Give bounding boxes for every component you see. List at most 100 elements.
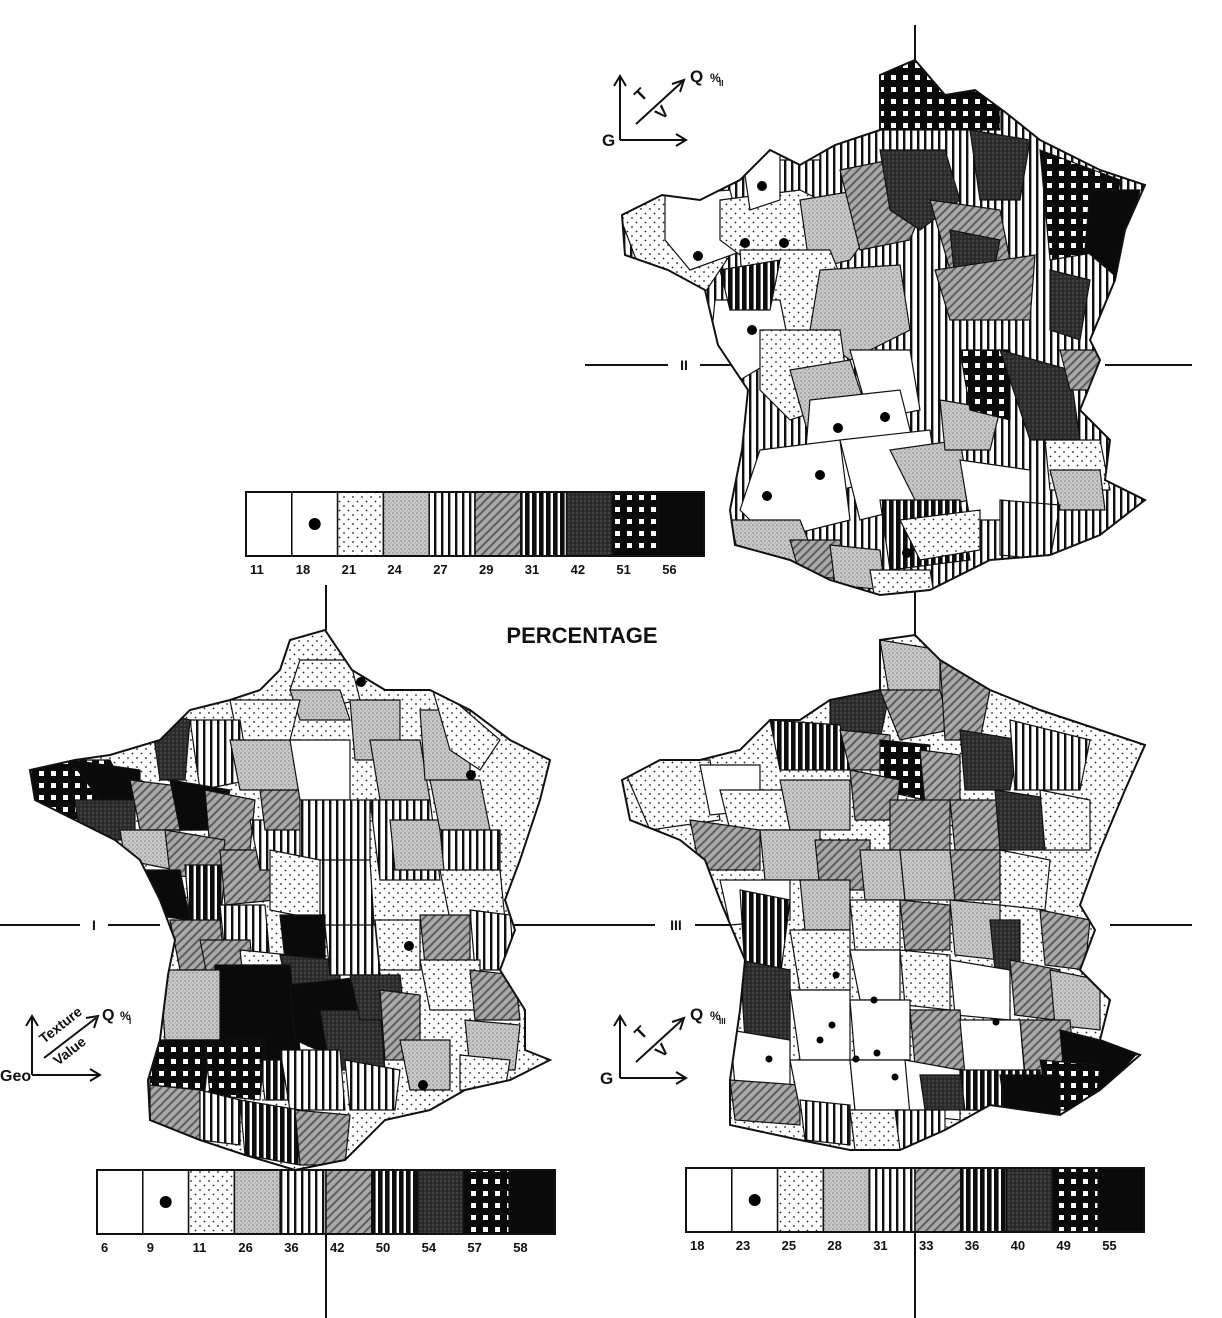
legend-value-label: 51 [616, 562, 630, 577]
dot-symbol [693, 251, 703, 261]
legend-swatch-solid-black [508, 1169, 556, 1235]
legend-value-label: 18 [690, 1238, 704, 1253]
legend-dot-symbol [159, 1196, 172, 1208]
legend-swatch-fine-dots [187, 1169, 236, 1235]
legend-swatch-heavy-vertical [960, 1167, 1008, 1233]
legend-swatch-light-stipple [822, 1167, 870, 1233]
dot-symbol [873, 1049, 881, 1057]
dot-symbol [466, 770, 476, 780]
dot-symbol [762, 491, 772, 501]
legend-swatch-blank [685, 1167, 733, 1233]
legend-value-label: 57 [467, 1240, 481, 1255]
key-ii-v: V [651, 101, 673, 123]
legend-swatch-diagonal-hatch [325, 1169, 373, 1235]
legend-frame [96, 1169, 556, 1235]
key-ii-g: G [602, 131, 615, 150]
legend-value-label: 55 [1102, 1238, 1116, 1253]
legend-swatch-diagonal-hatch [914, 1167, 962, 1233]
legend-value-label: 29 [479, 562, 493, 577]
legend-swatch-diagonal-hatch [474, 491, 522, 557]
dot-symbol [815, 470, 825, 480]
dot-symbol [418, 1080, 428, 1090]
key-iii-v: V [651, 1039, 673, 1061]
figure-title: PERCENTAGE [506, 623, 657, 648]
legend-value-label: 56 [662, 562, 676, 577]
legend-value-label: 26 [238, 1240, 252, 1255]
legend-swatch-fine-dots [336, 491, 385, 557]
key-ii: G T V Q % II [602, 67, 723, 150]
axis-label-iii: III [670, 917, 682, 933]
dot-symbol [757, 181, 767, 191]
legend-value-label: 58 [513, 1240, 527, 1255]
legend-swatch-fine-dots [776, 1167, 825, 1233]
legend-value-label: 18 [296, 562, 310, 577]
legend-swatch-vertical-lines [428, 491, 476, 557]
legend-value-label: 31 [525, 562, 539, 577]
dot-symbol [891, 1073, 899, 1081]
dot-symbol [816, 1036, 824, 1044]
map-iii [620, 633, 1147, 1151]
key-i-q: Q [102, 1007, 114, 1024]
map-ii-outline [620, 58, 1147, 597]
key-ii-t: T [631, 84, 652, 105]
legend-value-label: 42 [571, 562, 585, 577]
legend-swatch-black-white-squares [1051, 1167, 1099, 1233]
legend-swatch-dark-crosshatch [565, 491, 614, 557]
key-iii-q: Q [690, 1005, 703, 1024]
key-ii-subsub: II [719, 79, 723, 88]
legend-swatch-dark-crosshatch [1005, 1167, 1054, 1233]
axis-lines [0, 25, 1192, 1318]
legend-iii: 18 23 25 28 31 33 36 40 49 55 [685, 1167, 1145, 1253]
legend-value-label: 36 [284, 1240, 298, 1255]
dot-symbol [880, 412, 890, 422]
dot-symbol [747, 325, 757, 335]
key-ii-sub: % [710, 71, 721, 85]
legend-frame [685, 1167, 1145, 1233]
legend-swatch-vertical-lines [868, 1167, 916, 1233]
legend-value-label: 54 [422, 1240, 437, 1255]
legend-value-label: 9 [147, 1240, 154, 1255]
key-iii-sub: % [710, 1009, 721, 1023]
map-iii-dot-symbols [765, 971, 1000, 1081]
axis-label-ii: II [680, 357, 688, 373]
legend-swatch-light-stipple [382, 491, 430, 557]
dot-symbol [404, 941, 414, 951]
map-iii-outline [620, 633, 1147, 1151]
legend-swatch-vertical-lines [279, 1169, 327, 1235]
dot-symbol [992, 1018, 1000, 1026]
map-ii-dot-symbols [693, 181, 912, 558]
legend-swatch-blank [96, 1169, 144, 1235]
legend-value-label: 33 [919, 1238, 933, 1253]
legend-swatch-heavy-vertical [520, 491, 568, 557]
legend-value-label: 31 [873, 1238, 887, 1253]
dot-symbol [779, 238, 789, 248]
key-iii: G T V Q % III [600, 1005, 726, 1088]
dot-symbol [833, 423, 843, 433]
legend-value-label: 11 [250, 562, 264, 577]
legend-value-label: 21 [342, 562, 356, 577]
key-iii-g: G [600, 1069, 613, 1088]
dot-symbol [740, 238, 750, 248]
legend-swatch-heavy-vertical [371, 1169, 419, 1235]
key-i-subsub: I [129, 1017, 131, 1026]
legend-value-label: 40 [1011, 1238, 1025, 1253]
key-iii-subsub: III [719, 1017, 726, 1026]
legend-dot-symbol [748, 1194, 761, 1206]
key-i: Geo Texture Value Q % I [0, 1003, 131, 1085]
dot-symbol [356, 677, 366, 687]
axis-label-i: I [92, 917, 96, 933]
key-iii-t: T [631, 1022, 652, 1043]
legend-value-label: 23 [736, 1238, 750, 1253]
legend-value-label: 25 [782, 1238, 796, 1253]
legend-swatch-dark-crosshatch [416, 1169, 465, 1235]
legend-value-label: 49 [1056, 1238, 1070, 1253]
dot-symbol [828, 1021, 836, 1029]
legend-value-label: 28 [827, 1238, 841, 1253]
map-i [28, 628, 553, 1172]
key-ii-q: Q [690, 67, 703, 86]
legend-value-label: 50 [376, 1240, 390, 1255]
legend-value-label: 27 [433, 562, 447, 577]
dot-symbol [852, 1055, 860, 1063]
legend-swatch-black-white-squares [611, 491, 659, 557]
